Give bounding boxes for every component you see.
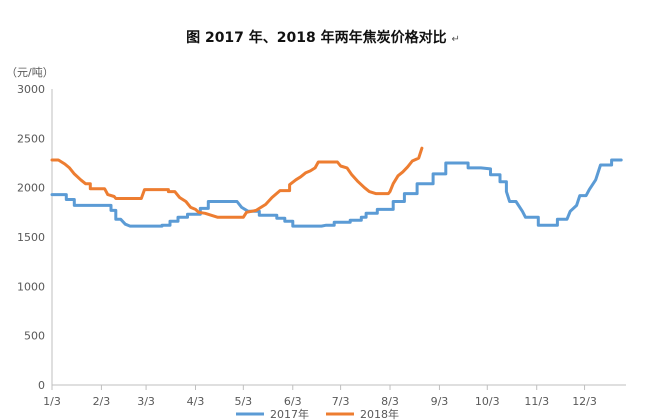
x-tick-label: 5/3 bbox=[234, 395, 252, 408]
y-tick-label: 2000 bbox=[17, 182, 45, 195]
x-tick-label: 7/3 bbox=[332, 395, 350, 408]
x-axis: 1/3 2/3 3/3 4/3 5/3 6/3 7/3 8/3 9/3 10/3 11/3 12/3 bbox=[43, 384, 626, 408]
y-tick-label: 3000 bbox=[17, 83, 45, 96]
x-tick-label: 2/3 bbox=[93, 395, 111, 408]
chart-title: 图 2017 年、2018 年两年焦炭价格对比 ↵ bbox=[186, 29, 460, 46]
x-tick-label: 3/3 bbox=[137, 395, 155, 408]
y-unit-label: （元/吨） bbox=[6, 66, 54, 79]
x-tick-label: 8/3 bbox=[381, 395, 399, 408]
series-line-2 bbox=[50, 146, 424, 219]
y-tick-label: 500 bbox=[24, 330, 45, 343]
chart-title-text: 图 2017 年、2018 年两年焦炭价格对比 bbox=[186, 29, 447, 46]
x-tick-label: 4/3 bbox=[187, 395, 205, 408]
y-tick-label: 0 bbox=[38, 379, 45, 392]
legend-label: 2017年 bbox=[270, 407, 309, 420]
legend: 2017年 2018年 bbox=[236, 407, 399, 420]
chart-title-return-mark: ↵ bbox=[452, 34, 460, 45]
y-tick-label: 1000 bbox=[17, 280, 45, 293]
legend-label: 2018年 bbox=[360, 407, 399, 420]
y-axis: 0 500 1000 1500 2000 2500 3000 bbox=[17, 83, 53, 392]
x-tick-label: 9/3 bbox=[431, 395, 449, 408]
y-tick-label: 2500 bbox=[17, 132, 45, 145]
x-tick-label: 1/3 bbox=[43, 395, 61, 408]
series-line-1 bbox=[50, 158, 623, 228]
y-tick-label: 1500 bbox=[17, 231, 45, 244]
x-tick-label: 10/3 bbox=[475, 395, 500, 408]
x-tick-label: 12/3 bbox=[572, 395, 597, 408]
x-tick-label: 11/3 bbox=[524, 395, 549, 408]
x-tick-label: 6/3 bbox=[284, 395, 302, 408]
series-layer bbox=[50, 146, 623, 228]
